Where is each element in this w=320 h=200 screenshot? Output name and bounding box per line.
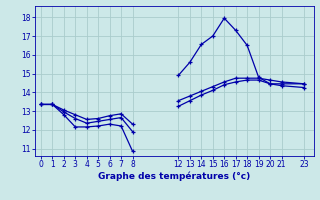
X-axis label: Graphe des températures (°c): Graphe des températures (°c) bbox=[98, 172, 251, 181]
